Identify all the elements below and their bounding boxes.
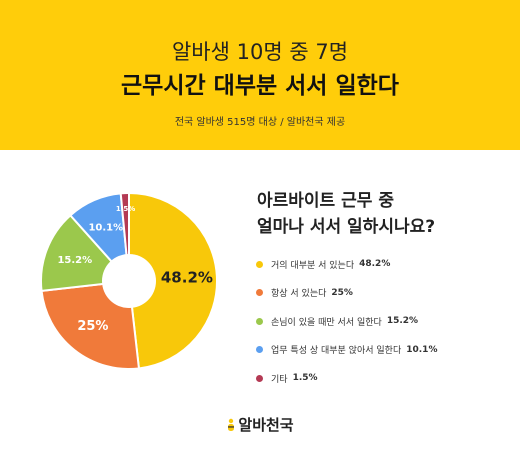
legend-swatch [256, 374, 263, 382]
legend-value: 10.1% [406, 344, 438, 355]
legend-value: 48.2% [359, 259, 391, 269]
legend-swatch [256, 346, 263, 353]
legend-label: 기타 [271, 374, 288, 385]
pie-value-label: 15.2% [57, 255, 92, 266]
legend-label: 거의 대부분 서 있는다 [271, 260, 355, 271]
legend-swatch [256, 260, 263, 268]
legend-swatch [256, 317, 263, 325]
legend-item: 업무 특성 상 대부분 앉아서 일한다 10.1% [256, 344, 437, 356]
legend-value: 25% [331, 287, 353, 298]
legend-value: 1.5% [292, 373, 318, 383]
source-note: 전국 알바생 515명 대상 / 알바천국 제공 [174, 117, 346, 128]
headline-line2: 근무시간 대부분 서서 일한다 [121, 73, 399, 99]
question-line1: 아르바이트 근무 중 [257, 191, 394, 211]
survey-question: 아르바이트 근무 중 얼마나 서서 일하시나요? [257, 188, 435, 240]
pie-chart: 48.2% 25% 15.2% 10.1% 1.5% [40, 191, 219, 370]
legend-item: 손님이 있을 때만 서서 일한다 15.2% [256, 315, 437, 328]
legend-item: 항상 서 있는다 25% [256, 287, 437, 299]
pie-value-label: 1.5% [116, 205, 135, 213]
question-line2: 얼마나 서서 일하시나요? [257, 217, 436, 237]
legend-label: 항상 서 있는다 [271, 289, 327, 299]
pie-value-label: 10.1% [88, 222, 123, 233]
bee-icon [228, 418, 235, 431]
legend-value: 15.2% [386, 316, 419, 326]
logo-text: 알바천국 [238, 416, 294, 434]
header-banner: 알바생 10명 중 7명 근무시간 대부분 서서 일한다 전국 알바생 515명… [0, 0, 520, 150]
legend-label: 손님이 있을 때만 서서 일한다 [271, 317, 382, 328]
pie-value-label: 48.2% [161, 269, 213, 287]
legend-swatch [256, 289, 263, 296]
legend-label: 업무 특성 상 대부분 앉아서 일한다 [271, 346, 402, 356]
pie-value-label: 25% [77, 319, 108, 334]
legend-item: 거의 대부분 서 있는다 48.2% [256, 258, 437, 271]
headline-line1: 알바생 10명 중 7명 [171, 40, 349, 64]
brand-logo: 알바천국 [0, 414, 520, 435]
legend: 거의 대부분 서 있는다 48.2% 항상 서 있는다 25% 손님이 있을 때만 서서… [256, 258, 437, 401]
pie-slice [128, 191, 219, 370]
pie-center-hole [102, 254, 156, 308]
legend-item: 기타 1.5% [256, 372, 437, 385]
